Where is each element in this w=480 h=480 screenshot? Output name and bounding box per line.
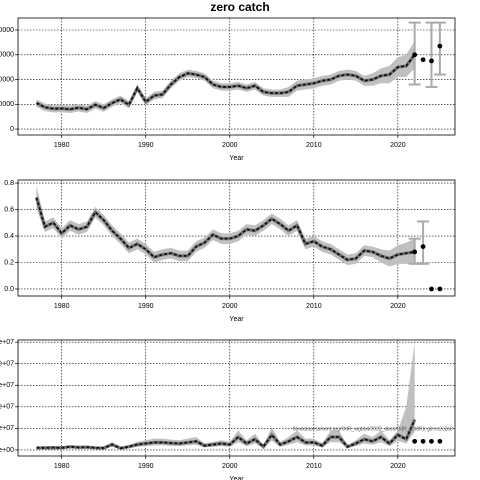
- forecast-point: [437, 43, 443, 49]
- x-tick-label: 2010: [306, 142, 322, 149]
- forecast-point: [420, 244, 426, 250]
- y-tick-label: 2e+07: [0, 404, 14, 411]
- x-tick-label: 2020: [390, 463, 406, 470]
- plot-frame: [17, 339, 456, 457]
- forecast-point: [429, 438, 434, 444]
- x-tick-label: 1980: [54, 463, 70, 470]
- y-tick-label: 0: [10, 126, 14, 133]
- x-tick-label: 1980: [54, 303, 70, 310]
- forecast-point: [437, 286, 443, 292]
- y-tick-label: 1e+07: [0, 425, 14, 432]
- confidence-band: [36, 342, 415, 449]
- y-tick-label: 0.4: [4, 233, 14, 240]
- y-tick-label: 20000: [0, 76, 14, 83]
- annotation: blockassessment.org/OdR_wgbb4/2022_abss/…: [293, 427, 453, 433]
- x-axis-label: Year: [229, 155, 244, 162]
- forecast-point: [412, 438, 418, 444]
- x-tick-label: 1980: [54, 142, 70, 149]
- x-axis-label: Year: [229, 316, 244, 323]
- estimate-line-dash: [36, 419, 416, 450]
- forecast-point: [412, 249, 418, 255]
- estimate-line: [34, 197, 415, 262]
- forecast-point: [420, 438, 426, 444]
- x-tick-label: 2000: [222, 463, 238, 470]
- estimate-line-dash: [36, 54, 416, 111]
- x-tick-label: 2000: [222, 142, 238, 149]
- x-tick-label: 2000: [222, 303, 238, 310]
- x-tick-label: 2010: [306, 463, 322, 470]
- y-tick-label: 0.2: [4, 259, 14, 266]
- forecast-point: [437, 438, 443, 444]
- estimate-line: [35, 53, 416, 111]
- figure-title: zero catch: [210, 0, 269, 14]
- y-tick-label: 10000: [0, 101, 14, 108]
- x-tick-label: 2010: [306, 303, 322, 310]
- y-tick-label: 0.0: [4, 286, 14, 293]
- y-tick-label: 30000: [0, 52, 14, 59]
- estimate-line-dash: [35, 197, 415, 261]
- x-tick-label: 1990: [138, 142, 154, 149]
- x-tick-label: 1990: [138, 303, 154, 310]
- forecast-point: [429, 286, 434, 292]
- x-tick-label: 2020: [390, 303, 406, 310]
- plot-frame: [17, 17, 456, 136]
- forecast-point: [412, 52, 418, 58]
- x-tick-label: 1990: [138, 463, 154, 470]
- y-tick-label: 4e+07: [0, 361, 14, 368]
- plot-frame: [17, 179, 456, 297]
- y-tick-label: 0.8: [4, 180, 14, 187]
- y-tick-label: 40000: [0, 27, 14, 34]
- y-tick-label: 0.6: [4, 206, 14, 213]
- forecast-point: [429, 58, 434, 64]
- y-tick-label: 0e+00: [0, 447, 14, 454]
- x-axis-label: Year: [229, 476, 244, 480]
- y-tick-label: 5e+07: [0, 339, 14, 346]
- y-tick-label: 3e+07: [0, 382, 14, 389]
- x-tick-label: 2020: [390, 142, 406, 149]
- forecast-point: [420, 57, 426, 63]
